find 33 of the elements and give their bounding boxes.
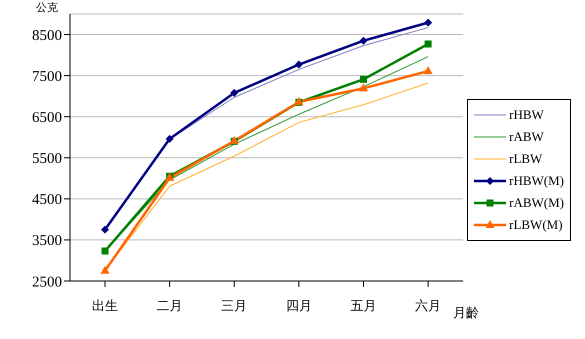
- point: [166, 134, 174, 143]
- legend-label: rHBW(M): [509, 172, 564, 188]
- x-tick-label: 三月: [221, 298, 248, 314]
- y-axis-title: 公克: [36, 1, 58, 15]
- point: [102, 248, 108, 255]
- x-tick-label: 六月: [415, 298, 442, 314]
- point: [424, 40, 432, 48]
- x-tick-label: 五月: [350, 298, 376, 314]
- y-tick-label: 5500: [32, 151, 62, 168]
- point: [358, 83, 368, 92]
- point: [359, 36, 368, 45]
- y-tick-label: 3500: [32, 233, 62, 250]
- legend-label: rABW: [509, 128, 544, 144]
- point: [230, 88, 238, 97]
- point: [294, 60, 303, 69]
- point: [424, 66, 433, 74]
- x-tick-label: 四月: [286, 298, 312, 314]
- x-tick-label: 二月: [156, 298, 183, 314]
- y-tick-label: 2500: [32, 274, 62, 290]
- legend-label: rABW(M): [509, 194, 564, 210]
- point: [360, 76, 367, 83]
- y-tick-label: 6500: [32, 110, 62, 126]
- x-axis-title: 月齡: [453, 304, 479, 322]
- point: [424, 18, 432, 27]
- point: [100, 266, 110, 274]
- legend-label: rLBW: [509, 150, 542, 166]
- y-tick-label: 7500: [32, 68, 62, 85]
- y-tick-label: 4500: [32, 192, 62, 208]
- y-tick-label: 8500: [32, 28, 62, 44]
- legend-label: rHBW: [509, 106, 544, 122]
- point: [101, 226, 109, 234]
- legend-label: rLBW(M): [509, 216, 563, 232]
- x-tick-label: 出生: [92, 298, 118, 314]
